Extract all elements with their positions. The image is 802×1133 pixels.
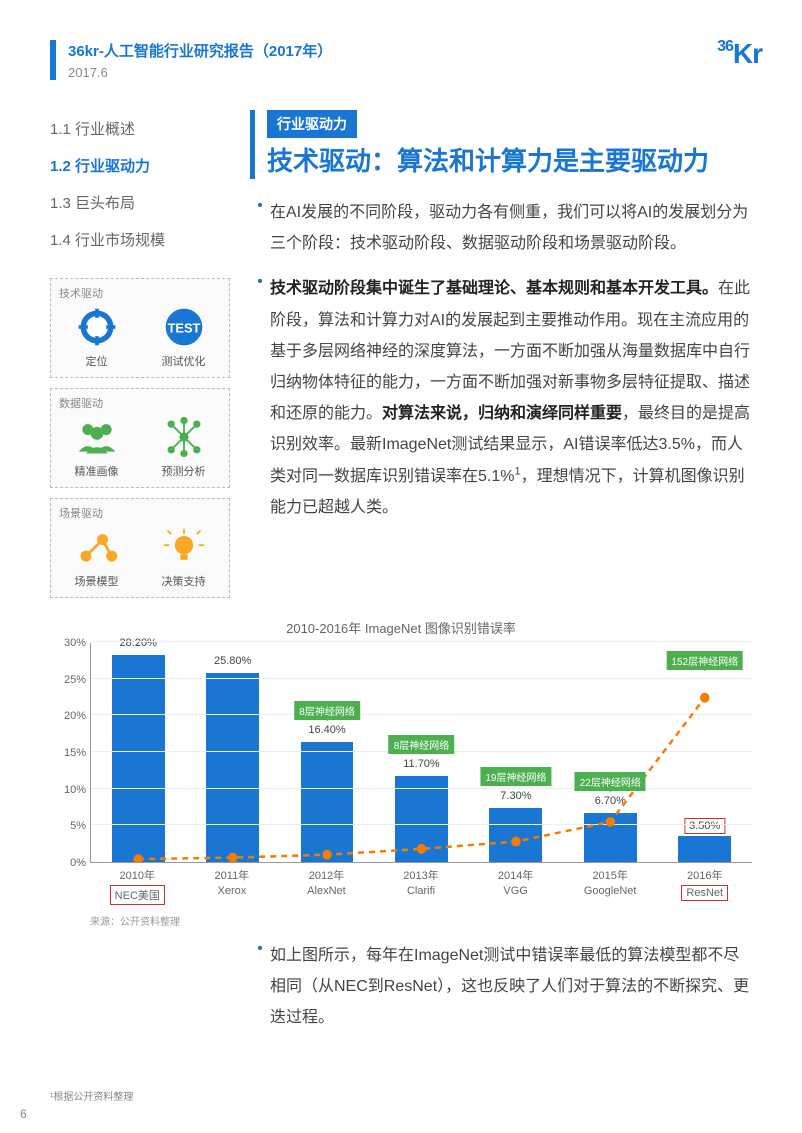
x-label: 2014年VGG bbox=[468, 863, 563, 907]
bar-value-label: 7.30% bbox=[500, 790, 531, 802]
driver-section: 场景驱动场景模型决策支持 bbox=[50, 498, 230, 598]
bar-slot: 3.50% 152层神经网络 bbox=[658, 643, 752, 862]
driver-section: 技术驱动定位 TEST 测试优化 bbox=[50, 278, 230, 378]
nav-item[interactable]: 1.2 行业驱动力 bbox=[50, 147, 230, 184]
bar: 28.20% bbox=[112, 655, 165, 862]
bar-value-label: 3.50% bbox=[684, 818, 725, 834]
bar-slot: 28.20% bbox=[91, 643, 185, 862]
chart-title: 2010-2016年 ImageNet 图像识别错误率 bbox=[50, 618, 752, 637]
bar-slot: 7.30% 19层神经网络 bbox=[469, 643, 563, 862]
page-number: 6 bbox=[20, 1107, 27, 1121]
driver-item: 决策支持 bbox=[146, 525, 221, 589]
crosshair-icon bbox=[75, 305, 119, 349]
bar-value-label: 25.80% bbox=[214, 655, 251, 667]
chart-source: 来源：公开资料整理 bbox=[90, 913, 752, 928]
test-icon: TEST bbox=[162, 305, 206, 349]
driver-item: 定位 bbox=[59, 305, 134, 369]
driver-item: 预测分析 bbox=[146, 415, 221, 479]
nodes-icon bbox=[75, 525, 119, 569]
bar-slot: 11.70% 8层神经网络 bbox=[374, 643, 468, 862]
y-axis: 0%5%10%15%20%25%30% bbox=[50, 643, 90, 863]
bar: 7.30% bbox=[489, 808, 542, 862]
nav-item[interactable]: 1.4 行业市场规模 bbox=[50, 221, 230, 258]
bulb-icon bbox=[162, 525, 206, 569]
section-tag: 行业驱动力 bbox=[267, 110, 357, 138]
bar-annotation: 8层神经网络 bbox=[294, 701, 360, 720]
driver-item-label: 预测分析 bbox=[146, 463, 221, 479]
bar: 3.50% bbox=[678, 836, 731, 862]
x-label: 2015年GoogleNet bbox=[563, 863, 658, 907]
paragraph-2: • 技术驱动阶段集中诞生了基础理论、基本规则和基本开发工具。在此阶段，算法和计算… bbox=[250, 273, 752, 523]
bar: 6.70% bbox=[584, 813, 637, 862]
x-label: 2010年NEC美国 bbox=[90, 863, 185, 907]
bar-annotation: 19层神经网络 bbox=[480, 767, 551, 786]
bar-value-label: 6.70% bbox=[595, 795, 626, 807]
y-tick-label: 20% bbox=[64, 710, 86, 722]
driver-item: TEST 测试优化 bbox=[146, 305, 221, 369]
bar-annotation: 152层神经网络 bbox=[666, 651, 743, 670]
header-accent-bar bbox=[50, 40, 56, 80]
driver-section-label: 技术驱动 bbox=[59, 285, 221, 301]
sidebar: 1.1 行业概述1.2 行业驱动力1.3 巨头布局1.4 行业市场规模 技术驱动… bbox=[50, 110, 230, 608]
footnote: ¹根据公开资料整理 bbox=[50, 1088, 133, 1103]
x-label: 2016年ResNet bbox=[657, 863, 752, 907]
doc-date: 2017.6 bbox=[68, 65, 752, 80]
y-tick-label: 0% bbox=[70, 857, 86, 869]
x-label: 2013年Clarifi bbox=[374, 863, 469, 907]
y-tick-label: 25% bbox=[64, 674, 86, 686]
driver-item-label: 场景模型 bbox=[59, 573, 134, 589]
driver-section-label: 场景驱动 bbox=[59, 505, 221, 521]
paragraph-3: • 如上图所示，每年在ImageNet测试中错误率最低的算法模型都不尽相同（从N… bbox=[50, 940, 752, 1034]
driver-item-label: 测试优化 bbox=[146, 353, 221, 369]
svg-text:TEST: TEST bbox=[167, 321, 200, 336]
bar-annotation: 22层神经网络 bbox=[575, 772, 646, 791]
bar-slot: 16.40% 8层神经网络 bbox=[280, 643, 374, 862]
doc-title: 36kr-人工智能行业研究报告（2017年） bbox=[68, 40, 752, 61]
x-axis-labels: 2010年NEC美国2011年Xerox2012年AlexNet2013年Cla… bbox=[90, 863, 752, 907]
driver-item: 场景模型 bbox=[59, 525, 134, 589]
imagenet-chart: 2010-2016年 ImageNet 图像识别错误率 0% 5% 10% 15% 20… bbox=[50, 618, 752, 928]
nav-item[interactable]: 1.3 巨头布局 bbox=[50, 184, 230, 221]
main-title: 技术驱动：算法和计算力是主要驱动力 bbox=[267, 144, 752, 179]
driver-item-label: 精准画像 bbox=[59, 463, 134, 479]
bar-value-label: 28.20% bbox=[120, 637, 157, 649]
nav-list: 1.1 行业概述1.2 行业驱动力1.3 巨头布局1.4 行业市场规模 bbox=[50, 110, 230, 258]
driver-section: 数据驱动精准画像预测分析 bbox=[50, 388, 230, 488]
driver-item-label: 定位 bbox=[59, 353, 134, 369]
page-header: 36kr-人工智能行业研究报告（2017年） 2017.6 bbox=[50, 40, 752, 80]
network-icon bbox=[162, 415, 206, 459]
bar-value-label: 16.40% bbox=[308, 724, 345, 736]
bar-slot: 6.70% 22层神经网络 bbox=[563, 643, 657, 862]
bar-annotation: 8层神经网络 bbox=[389, 735, 455, 754]
chart-plot: 28.20% 25.80% 16.40% 8层神经网络 11.70% 8层神经网络 7.30… bbox=[90, 643, 752, 863]
logo-36kr: 36Kr bbox=[717, 38, 762, 70]
bar: 11.70% bbox=[395, 776, 448, 862]
bar: 25.80% bbox=[206, 673, 259, 862]
paragraph-1: • 在AI发展的不同阶段，驱动力各有侧重，我们可以将AI的发展划分为三个阶段：技… bbox=[250, 197, 752, 259]
main-content: 行业驱动力 技术驱动：算法和计算力是主要驱动力 • 在AI发展的不同阶段，驱动力… bbox=[250, 110, 752, 608]
x-label: 2012年AlexNet bbox=[279, 863, 374, 907]
y-tick-label: 15% bbox=[64, 747, 86, 759]
bar: 16.40% bbox=[301, 742, 354, 862]
y-tick-label: 5% bbox=[70, 820, 86, 832]
y-tick-label: 30% bbox=[64, 637, 86, 649]
driver-item: 精准画像 bbox=[59, 415, 134, 479]
driver-section-label: 数据驱动 bbox=[59, 395, 221, 411]
driver-item-label: 决策支持 bbox=[146, 573, 221, 589]
x-label: 2011年Xerox bbox=[185, 863, 280, 907]
bar-slot: 25.80% bbox=[185, 643, 279, 862]
y-tick-label: 10% bbox=[64, 784, 86, 796]
bar-value-label: 11.70% bbox=[403, 758, 440, 770]
nav-item[interactable]: 1.1 行业概述 bbox=[50, 110, 230, 147]
people-icon bbox=[75, 415, 119, 459]
